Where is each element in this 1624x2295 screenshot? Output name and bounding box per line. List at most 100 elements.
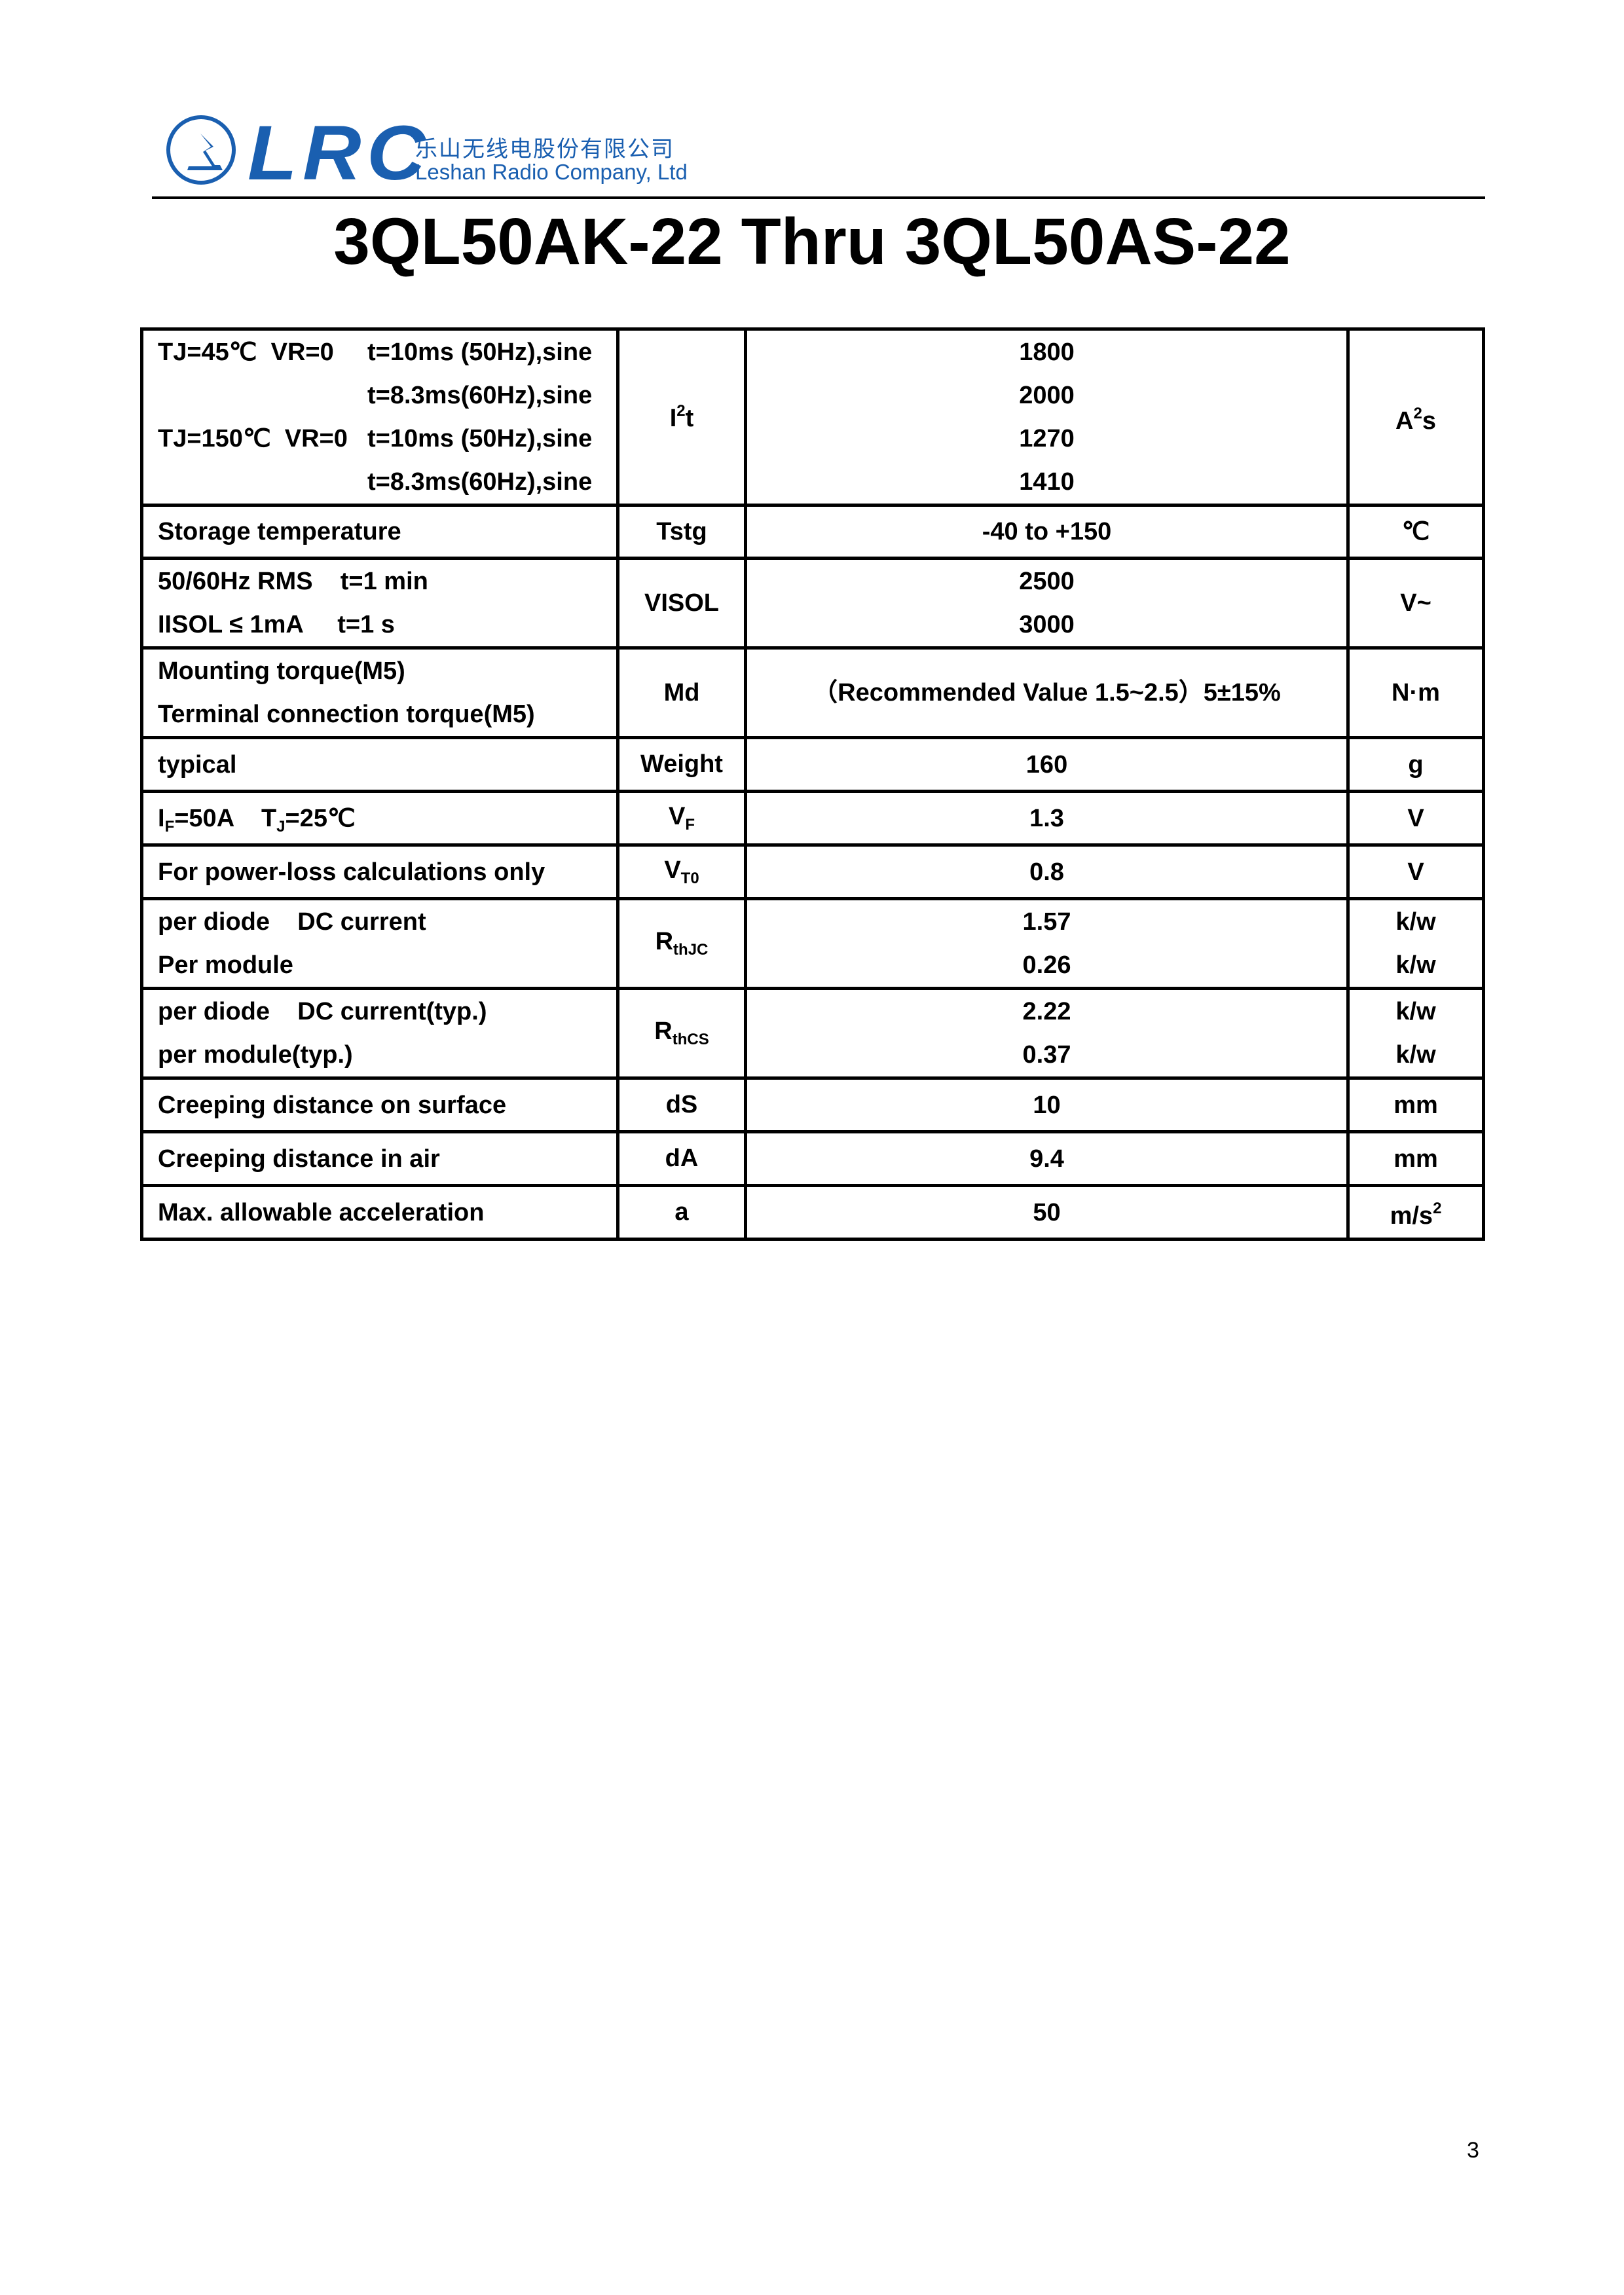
condition-line: For power-loss calculations only: [158, 851, 616, 894]
condition-text: per module(typ.): [158, 1041, 353, 1069]
condition-text: 50/60Hz RMS t=1 min: [158, 568, 428, 595]
header-rule: [152, 196, 1485, 199]
value: （Recommended Value 1.5~2.5）5±15%: [813, 679, 1281, 707]
unit: k/w: [1350, 900, 1482, 944]
text-segment: Md: [663, 678, 700, 707]
condition-detail: t=10ms (50Hz),sine: [367, 425, 593, 452]
value-cell: 2500 3000: [744, 557, 1350, 650]
table-row: Storage temperature Tstg -40 to +150 ℃: [140, 504, 1485, 560]
condition-line: TJ=45℃ VR=0 t=10ms (50Hz),sine: [158, 331, 616, 374]
text-segment: k/w: [1395, 1041, 1436, 1069]
condition-detail: t=8.3ms(60Hz),sine: [367, 382, 593, 409]
value: 160: [1025, 750, 1068, 779]
text-segment: V~: [1400, 589, 1431, 617]
value: 1410: [1019, 468, 1075, 496]
text-segment: V: [1407, 858, 1424, 886]
condition-line: t=8.3ms(60Hz),sine: [158, 374, 616, 417]
text-segment: I: [669, 404, 677, 432]
text-segment: 2: [1433, 1200, 1442, 1217]
text-segment: k/w: [1395, 998, 1436, 1025]
condition-cell: Creeping distance on surface: [140, 1076, 619, 1133]
value-cell: （Recommended Value 1.5~2.5）5±15%: [744, 646, 1350, 739]
logo-text: LRC: [248, 110, 431, 196]
text-segment: 2: [676, 401, 686, 420]
condition-cell: per diode DC current Per module: [140, 897, 619, 990]
value-cell: 1.3: [744, 790, 1350, 847]
text-segment: I: [158, 804, 165, 832]
text-segment: m/s: [1390, 1202, 1433, 1230]
condition-text: IISOL ≤ 1mA t=1 s: [158, 611, 395, 638]
table-row: Creeping distance in air dA 9.4 mm: [140, 1130, 1485, 1187]
text-segment: =25℃: [285, 804, 356, 832]
condition-line: IISOL ≤ 1mA t=1 s: [158, 603, 616, 646]
text-segment: thCS: [672, 1031, 709, 1048]
value: -40 to +150: [982, 518, 1112, 545]
symbol-cell: Tstg: [616, 504, 747, 560]
text-segment: Tstg: [656, 517, 707, 545]
condition-text: TJ=150℃ VR=0: [158, 425, 348, 452]
condition-line: per diode DC current(typ.): [158, 990, 616, 1033]
text-segment: F: [164, 817, 175, 835]
condition-text: Terminal connection torque(M5): [158, 701, 535, 728]
text-segment: J: [276, 817, 286, 835]
text-segment: t: [685, 404, 694, 432]
table-row: For power-loss calculations only VT0 0.8 V: [140, 843, 1485, 900]
value: 1.3: [1029, 804, 1064, 832]
value: 0.37: [1022, 1041, 1071, 1069]
text-segment: T0: [680, 869, 699, 887]
condition-cell: Creeping distance in air: [140, 1130, 619, 1187]
value: 2000: [1019, 382, 1075, 409]
unit-cell: A2s: [1346, 327, 1485, 507]
condition-cell: For power-loss calculations only: [140, 843, 619, 900]
value-cell: 1.57 0.26: [744, 897, 1350, 990]
value-cell: 10: [744, 1076, 1350, 1133]
unit: k/w: [1350, 990, 1482, 1033]
condition-text: For power-loss calculations only: [158, 858, 545, 886]
table-row: per diode DC current Per module RthJC 1.57 0…: [140, 897, 1485, 990]
symbol-cell: a: [616, 1184, 747, 1241]
text-segment: Weight: [640, 750, 723, 778]
condition-cell: Mounting torque(M5) Terminal connection t…: [140, 646, 619, 739]
table-row: Max. allowable acceleration a 50 m/s2: [140, 1184, 1485, 1241]
text-segment: dA: [665, 1145, 699, 1172]
text-segment: F: [685, 815, 695, 834]
condition-detail: t=10ms (50Hz),sine: [367, 339, 593, 366]
unit: mm: [1350, 1084, 1482, 1127]
text-segment: 2: [1413, 404, 1422, 422]
value: 1270: [1019, 425, 1075, 452]
symbol-cell: Weight: [616, 736, 747, 793]
text-segment: dS: [665, 1091, 698, 1118]
unit: V: [1350, 797, 1482, 840]
condition-text: Max. allowable acceleration: [158, 1198, 485, 1226]
value-cell: 160: [744, 736, 1350, 793]
text-segment: a: [674, 1198, 689, 1226]
condition-text: typical: [158, 750, 237, 779]
condition-text: Creeping distance on surface: [158, 1091, 507, 1119]
page-title: 3QL50AK-22 Thru 3QL50AS-22: [333, 205, 1291, 278]
condition-cell: 50/60Hz RMS t=1 min IISOL ≤ 1mA t=1 s: [140, 557, 619, 650]
table-row: IF=50A TJ=25℃ VF 1.3 V: [140, 790, 1485, 847]
value: 2.22: [1022, 998, 1071, 1025]
condition-text: Per module: [158, 951, 293, 979]
unit-cell: g: [1346, 736, 1485, 793]
condition-line: Mounting torque(M5): [158, 650, 616, 693]
text-segment: =50A T: [174, 804, 277, 832]
text-segment: s: [1422, 407, 1436, 435]
condition-line: TJ=150℃ VR=0 t=10ms (50Hz),sine: [158, 417, 616, 460]
condition-line: Per module: [158, 944, 616, 987]
value: 1.57: [1022, 908, 1071, 936]
logo-emblem-icon: [166, 115, 236, 185]
value: 10: [1033, 1091, 1061, 1119]
text-segment: V: [664, 856, 681, 884]
unit: V~: [1350, 581, 1482, 625]
unit-cell: ℃: [1346, 504, 1485, 560]
symbol-cell: I2t: [616, 327, 747, 507]
condition-line: Storage temperature: [158, 510, 616, 553]
value: 50: [1033, 1198, 1061, 1226]
value-cell: 1800 2000 1270 1410: [744, 327, 1350, 507]
text-segment: A: [1395, 407, 1414, 435]
symbol-cell: RthJC: [616, 897, 747, 990]
symbol-cell: Md: [616, 646, 747, 739]
condition-line: Creeping distance in air: [158, 1137, 616, 1181]
condition-line: per module(typ.): [158, 1033, 616, 1076]
